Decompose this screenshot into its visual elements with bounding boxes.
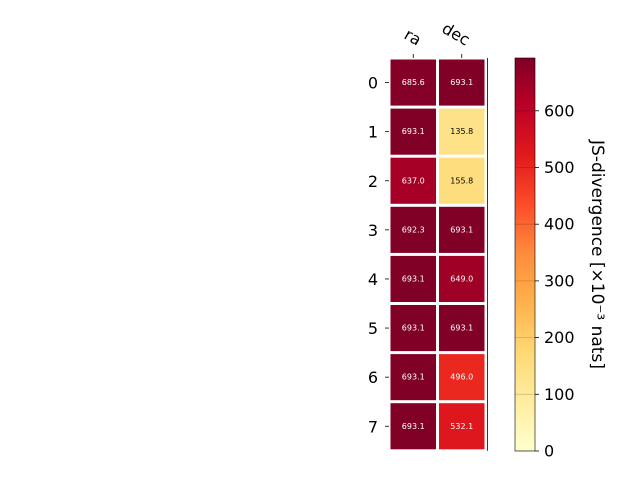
cell-value-label: 637.0 (402, 176, 425, 185)
colorbar-tick-label: 400 (544, 215, 575, 234)
colorbar-label: JS-divergence [×10⁻³ nats] (587, 139, 607, 369)
colorbar-tick-label: 300 (544, 271, 575, 290)
cell-value-label: 693.1 (450, 78, 473, 87)
cell-value-label: 693.1 (402, 127, 425, 136)
heatmap-cell-6-ra (389, 353, 437, 402)
row-tick-label: 2 (368, 172, 378, 191)
cell-value-label: 693.1 (450, 225, 473, 234)
cell-value-label: 135.8 (450, 127, 473, 136)
colorbar-ticks: 0 100 200 300 400 500 600 (515, 101, 575, 461)
column-tick-label: dec (439, 19, 473, 50)
row-tick-label: 5 (368, 319, 378, 338)
heatmap-cell-7-dec (438, 402, 486, 451)
heatmap-cell-7-ra (389, 402, 437, 451)
heatmap-cell-3-ra (389, 205, 437, 254)
colorbar-tick-label: 200 (544, 328, 575, 347)
column-tick-label: ra (401, 25, 425, 50)
heatmap-cell-4-dec (438, 254, 486, 303)
cell-value-label: 693.1 (402, 373, 425, 382)
heatmap-cell-0-ra (389, 58, 437, 107)
row-tick-label: 4 (368, 270, 378, 289)
cell-value-label: 692.3 (402, 225, 425, 234)
heatmap-cell-1-ra (389, 107, 437, 156)
row-tick-labels: 0 1 2 3 4 5 6 7 (368, 74, 389, 436)
colorbar-tick-label: 500 (544, 158, 575, 177)
heatmap-cell-5-ra (389, 304, 437, 353)
cell-value-label: 685.6 (402, 78, 425, 87)
column-tick-labels: ra dec (401, 19, 473, 58)
cell-value-label: 649.0 (450, 274, 473, 283)
cell-value-label: 693.1 (402, 324, 425, 333)
row-tick-label: 7 (368, 417, 378, 436)
cell-value-label: 496.0 (450, 373, 473, 382)
row-tick-label: 0 (368, 74, 378, 93)
colorbar-tick-label: 600 (544, 101, 575, 120)
heatmap-cell-2-dec (438, 156, 486, 205)
cell-value-label: 693.1 (402, 422, 425, 431)
heatmap-cell-5-dec (438, 304, 486, 353)
heatmap-cell-0-dec (438, 58, 486, 107)
colorbar-tick-label: 100 (544, 385, 575, 404)
colorbar (514, 57, 536, 452)
heatmap-cell-4-ra (389, 254, 437, 303)
colorbar-tick-label: 0 (544, 442, 554, 461)
heatmap-cells: 685.6 693.1 693.1 135.8 637.0 155.8 692.3 693.1… (389, 58, 488, 451)
heatmap-cell-2-ra (389, 156, 437, 205)
row-tick-label: 3 (368, 221, 378, 240)
cell-value-label: 155.8 (450, 176, 473, 185)
cell-value-label: 532.1 (450, 422, 473, 431)
heatmap-cell-1-dec (438, 107, 486, 156)
row-tick-label: 6 (368, 368, 378, 387)
cell-value-label: 693.1 (402, 274, 425, 283)
heatmap-cell-6-dec (438, 353, 486, 402)
heatmap-cell-3-dec (438, 205, 486, 254)
row-tick-label: 1 (368, 123, 378, 142)
cell-value-label: 693.1 (450, 324, 473, 333)
